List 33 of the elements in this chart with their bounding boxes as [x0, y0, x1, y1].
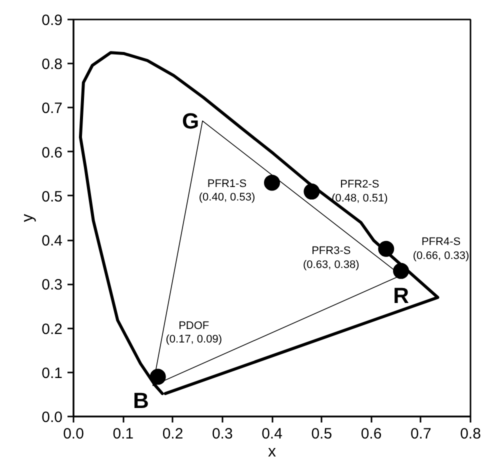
y-tick-label: 0.3 — [42, 276, 63, 294]
x-tick-label: 0.1 — [112, 426, 134, 442]
annotation: R — [393, 282, 410, 308]
y-tick-label: 0.5 — [42, 188, 63, 206]
annotation: PFR1-S (0.40, 0.53) — [198, 178, 256, 204]
x-tick-label: 0.0 — [63, 426, 84, 442]
x-tick-label: 0.3 — [212, 426, 233, 442]
y-tick-label: 0.1 — [42, 364, 63, 382]
y-tick-label: 0.9 — [42, 12, 63, 29]
x-tick-label: 0.5 — [311, 426, 332, 442]
y-tick-label: 0.0 — [42, 409, 63, 426]
annotation: G — [182, 108, 200, 134]
point — [304, 184, 320, 200]
point — [393, 262, 410, 279]
point — [378, 240, 394, 257]
y-tick-label: 0.7 — [42, 100, 63, 118]
annotation: PFR4-S (0.66, 0.33) — [412, 236, 470, 262]
y-tick-label: 0.2 — [42, 320, 63, 338]
x-tick-label: 0.6 — [360, 426, 382, 442]
x-tick-label: 0.4 — [262, 426, 282, 442]
y-tick-label: 0.8 — [42, 56, 63, 74]
x-axis-title: x — [268, 444, 276, 460]
x-tick-label: 0.2 — [162, 426, 184, 442]
annotation: PDOF (0.17, 0.09) — [166, 320, 222, 346]
y-tick-label: 0.4 — [42, 232, 63, 250]
x-tick-label: 0.8 — [460, 426, 481, 442]
annotation: PFR3-S (0.63, 0.38) — [303, 244, 360, 271]
x-tick-label: 0.7 — [410, 426, 432, 442]
y-axis-title: y — [20, 214, 37, 222]
y-tick-label: 0.6 — [42, 144, 63, 162]
point — [150, 368, 166, 385]
point — [264, 174, 280, 191]
annotation: B — [132, 388, 149, 414]
